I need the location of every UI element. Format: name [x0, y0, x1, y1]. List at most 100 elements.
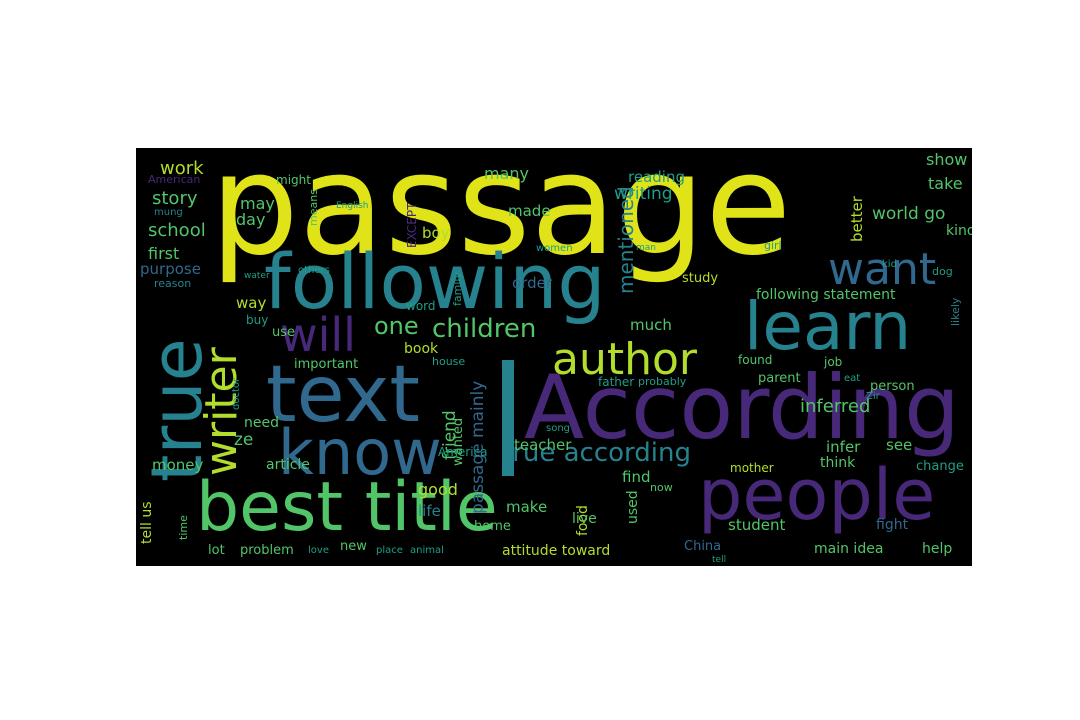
- word-except: EXCEPT: [405, 202, 419, 248]
- word-book: book: [404, 341, 439, 357]
- word-teacher: teacher: [514, 436, 572, 454]
- word-live: live: [572, 511, 597, 527]
- word-attitude-toward: attitude toward: [502, 543, 611, 559]
- word-wanted: wanted: [451, 417, 466, 466]
- word-home: home: [474, 519, 511, 534]
- word-likely: likely: [949, 297, 962, 326]
- word-good: good: [418, 480, 458, 499]
- word-others: others: [298, 265, 330, 276]
- word-inferred: inferred: [800, 396, 871, 417]
- word-best-title: best title: [196, 468, 498, 547]
- word-use: use: [272, 325, 296, 340]
- word-passage: passage: [210, 148, 792, 287]
- word-article: article: [266, 457, 310, 473]
- word-writing: writing: [614, 184, 673, 204]
- word-true-according: true according: [502, 438, 691, 468]
- word-people: people: [698, 454, 936, 536]
- word-probably: probably: [638, 375, 687, 388]
- word-know: know: [278, 416, 442, 489]
- word-make: make: [506, 498, 548, 516]
- word-study: study: [682, 271, 719, 286]
- word-text: text: [266, 350, 420, 440]
- word-change: change: [916, 459, 964, 474]
- word-animal: animal: [410, 545, 444, 556]
- word-world-go: world go: [872, 204, 946, 224]
- word-women: women: [536, 243, 573, 254]
- word-might: might: [276, 173, 311, 187]
- word-dog: dog: [932, 265, 953, 278]
- word-word: word: [406, 299, 436, 313]
- word-money: money: [152, 456, 204, 474]
- word-kid: kid: [882, 259, 897, 270]
- word-job: job: [824, 355, 843, 369]
- word-many: many: [484, 164, 529, 183]
- word-reason: reason: [154, 277, 192, 290]
- word-see: see: [886, 436, 913, 454]
- word-person: person: [870, 379, 915, 394]
- word-learn: learn: [744, 288, 912, 365]
- word-help: help: [922, 541, 953, 557]
- word-life: life: [418, 502, 441, 520]
- word-story: story: [152, 188, 198, 209]
- word-one: one: [374, 312, 419, 340]
- word-father: father: [598, 375, 635, 389]
- word-cloud: passage following true text According le…: [136, 148, 972, 566]
- word-buy: buy: [246, 313, 269, 327]
- word-house: house: [432, 355, 466, 368]
- word-show: show: [926, 150, 968, 169]
- word-girl: girl: [764, 239, 782, 252]
- word-found: found: [738, 353, 773, 367]
- word-want: want: [828, 244, 937, 295]
- word-school: school: [148, 220, 206, 241]
- word-family: family: [451, 272, 464, 306]
- word-means: means: [307, 189, 320, 226]
- word-parent: parent: [758, 371, 801, 386]
- word-reading: reading: [628, 168, 685, 186]
- word-american: American: [148, 173, 201, 186]
- word-take: take: [928, 174, 963, 193]
- word-problem: problem: [240, 543, 294, 558]
- word-love: love: [308, 545, 329, 556]
- word-water: water: [244, 271, 270, 281]
- word-doctor: doctor: [231, 377, 242, 410]
- word-important: important: [294, 357, 359, 372]
- word-mother: mother: [730, 461, 774, 475]
- word-america: America: [438, 445, 488, 459]
- word-song: song: [546, 423, 571, 434]
- word-man: man: [636, 243, 656, 253]
- word-eat: eat: [844, 373, 861, 384]
- word-ze: ze: [234, 430, 254, 450]
- word-children: children: [432, 314, 537, 344]
- word-tell-us: tell us: [139, 501, 155, 545]
- word-following: following: [264, 237, 606, 326]
- word-need: need: [244, 415, 279, 431]
- word-new: new: [340, 539, 367, 554]
- word-way: way: [236, 294, 267, 312]
- word-vertical-bar: [502, 360, 514, 476]
- word-mung: mung: [154, 207, 183, 218]
- word-better: better: [848, 196, 866, 242]
- word-china: China: [684, 539, 722, 554]
- word-made: made: [508, 202, 551, 220]
- word-lot: lot: [208, 543, 225, 558]
- word-think: think: [820, 455, 856, 471]
- word-tell: tell: [712, 555, 727, 565]
- word-much: much: [630, 316, 672, 334]
- word-zir: Zir: [866, 391, 880, 402]
- word-according: According: [524, 356, 960, 459]
- word-following-statement: following statement: [756, 287, 896, 303]
- word-purpose: purpose: [140, 260, 201, 278]
- word-find: find: [622, 468, 651, 486]
- word-day: day: [236, 210, 266, 229]
- word-writer: writer: [196, 347, 247, 476]
- word-used: used: [625, 490, 641, 524]
- word-first: first: [148, 244, 180, 263]
- word-kind: kind: [946, 223, 972, 239]
- word-order: order: [512, 274, 552, 292]
- word-place: place: [376, 545, 403, 556]
- word-time: time: [177, 515, 190, 540]
- word-author: author: [552, 334, 697, 385]
- word-fight: fight: [876, 517, 909, 533]
- word-may: may: [240, 194, 275, 213]
- word-student: student: [728, 516, 786, 534]
